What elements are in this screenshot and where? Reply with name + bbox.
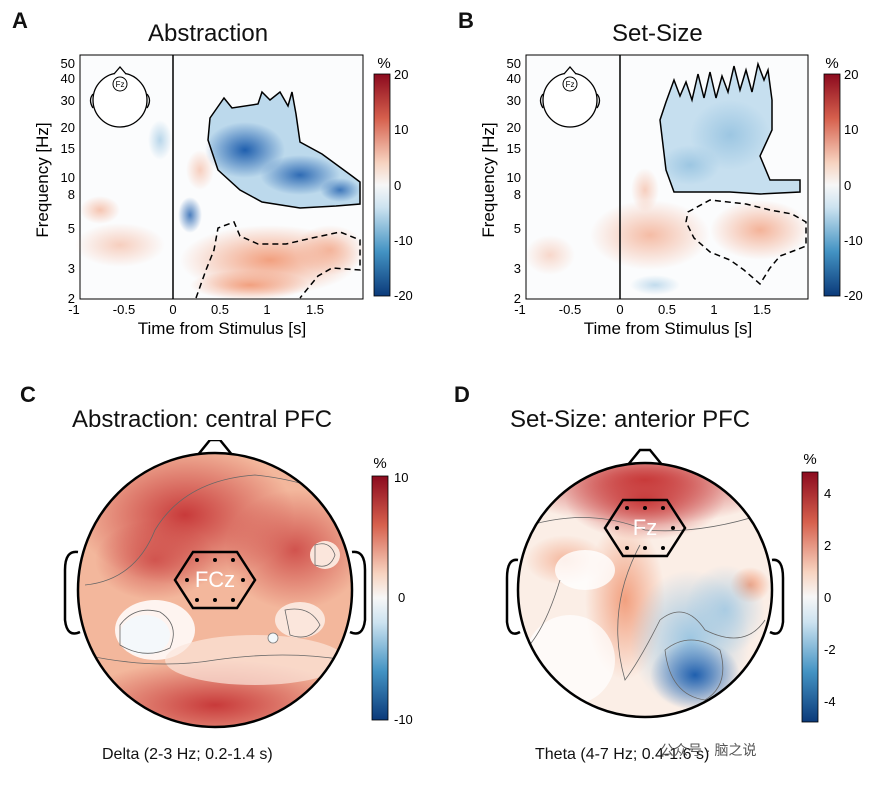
- svg-text:8: 8: [514, 187, 521, 202]
- panel-d-band-label: Theta (4-7 Hz; 0.4-1.6 s): [535, 746, 710, 763]
- panel-c-electrode-label: FCz: [195, 567, 235, 592]
- head-inset-icon: Fz: [539, 66, 601, 128]
- svg-text:10: 10: [394, 122, 408, 137]
- panel-letter-d: D: [454, 382, 470, 407]
- svg-text:10: 10: [61, 170, 75, 185]
- svg-text:4: 4: [824, 486, 831, 501]
- svg-text:20: 20: [844, 67, 858, 82]
- svg-text:2: 2: [514, 291, 521, 306]
- svg-text:1: 1: [710, 302, 717, 317]
- svg-text:-1: -1: [68, 302, 80, 317]
- svg-text:-0.5: -0.5: [559, 302, 581, 317]
- panel-letter-a: A: [12, 8, 28, 33]
- svg-text:%: %: [803, 451, 816, 468]
- panel-a-ylabel: Frequency [Hz]: [33, 122, 52, 237]
- svg-text:8: 8: [68, 187, 75, 202]
- svg-text:30: 30: [507, 93, 521, 108]
- panel-b-tf-plot: Fz 2 3 5 8 10 15 20 30 40 50 -1 -0.5 0 0…: [479, 54, 863, 338]
- svg-text:0.5: 0.5: [211, 302, 229, 317]
- svg-text:2: 2: [68, 291, 75, 306]
- panel-c-band-label: Delta (2-3 Hz; 0.2-1.4 s): [102, 746, 273, 763]
- svg-text:-10: -10: [844, 233, 863, 248]
- panel-c-title: Abstraction: central PFC: [72, 406, 333, 433]
- panel-d-title: Set-Size: anterior PFC: [510, 406, 751, 433]
- svg-text:%: %: [825, 55, 838, 72]
- svg-text:0: 0: [394, 178, 401, 193]
- svg-text:Frequency [Hz]: Frequency [Hz]: [479, 122, 498, 237]
- panel-a-xlabel: Time from Stimulus [s]: [138, 319, 306, 338]
- panel-letter-b: B: [458, 8, 474, 33]
- svg-text:10: 10: [394, 470, 408, 485]
- svg-text:0: 0: [616, 302, 623, 317]
- svg-text:-4: -4: [824, 694, 836, 709]
- watermark: 公众号 · 脑之说: [660, 742, 757, 758]
- svg-text:20: 20: [394, 67, 408, 82]
- svg-text:5: 5: [68, 221, 75, 236]
- svg-text:20: 20: [507, 120, 521, 135]
- svg-text:-20: -20: [394, 288, 413, 303]
- svg-text:1: 1: [263, 302, 270, 317]
- svg-text:%: %: [373, 455, 386, 472]
- svg-text:5: 5: [514, 221, 521, 236]
- svg-text:-1: -1: [514, 302, 526, 317]
- panel-d-topomap: Fz % 4 2 0 -2 -4: [505, 448, 836, 723]
- svg-text:Time from Stimulus [s]: Time from Stimulus [s]: [584, 319, 752, 338]
- svg-text:15: 15: [61, 141, 75, 156]
- svg-text:15: 15: [507, 141, 521, 156]
- panel-a-tf-plot: Fz 2 3 5 8 10 15 20 30 40 50 -1 -0.5 0 0…: [33, 54, 413, 338]
- head-inset-icon: Fz: [89, 66, 151, 128]
- svg-text:50: 50: [507, 56, 521, 71]
- svg-text:0: 0: [844, 178, 851, 193]
- svg-text:50: 50: [61, 56, 75, 71]
- head-inset-label: Fz: [116, 80, 125, 89]
- svg-text:%: %: [377, 55, 390, 72]
- panel-b-title: Set-Size: [612, 20, 703, 47]
- svg-text:10: 10: [507, 170, 521, 185]
- svg-text:-2: -2: [824, 642, 836, 657]
- svg-text:20: 20: [61, 120, 75, 135]
- svg-text:3: 3: [68, 261, 75, 276]
- panel-c-topomap: FCz % 10 0 -10: [63, 440, 413, 729]
- svg-text:Fz: Fz: [566, 80, 575, 89]
- svg-text:0: 0: [169, 302, 176, 317]
- svg-text:0.5: 0.5: [658, 302, 676, 317]
- svg-text:3: 3: [514, 261, 521, 276]
- svg-text:40: 40: [61, 71, 75, 86]
- svg-text:40: 40: [507, 71, 521, 86]
- svg-text:0: 0: [398, 590, 405, 605]
- svg-text:1.5: 1.5: [306, 302, 324, 317]
- svg-text:10: 10: [844, 122, 858, 137]
- panel-d-electrode-label: Fz: [633, 515, 657, 540]
- svg-text:-20: -20: [844, 288, 863, 303]
- svg-text:-10: -10: [394, 233, 413, 248]
- svg-text:0: 0: [824, 590, 831, 605]
- panel-letter-c: C: [20, 382, 36, 407]
- svg-text:30: 30: [61, 93, 75, 108]
- svg-text:1.5: 1.5: [753, 302, 771, 317]
- svg-text:-10: -10: [394, 712, 413, 727]
- svg-text:2: 2: [824, 538, 831, 553]
- svg-text:-0.5: -0.5: [113, 302, 135, 317]
- panel-a-title: Abstraction: [148, 20, 269, 47]
